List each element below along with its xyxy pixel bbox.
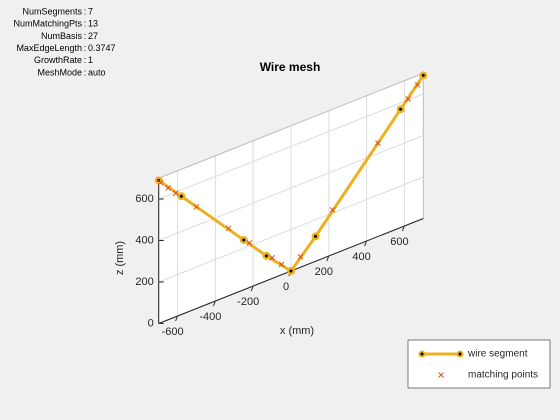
wire-vertex xyxy=(177,192,186,201)
info-value: 27 xyxy=(88,31,98,41)
x-tick-label: -200 xyxy=(237,296,259,308)
info-sep: : xyxy=(84,19,87,29)
vertex-dot xyxy=(399,107,403,111)
grid-line xyxy=(158,176,424,283)
grid-line xyxy=(158,135,424,241)
vertex-dot xyxy=(242,238,246,242)
wire-line xyxy=(157,74,425,274)
matching-point xyxy=(405,96,412,102)
z-tick-label: 400 xyxy=(135,234,153,246)
wire-vertex xyxy=(419,71,428,80)
x-tick-label: -400 xyxy=(199,311,221,323)
x-tick xyxy=(364,240,368,247)
legend-swatch xyxy=(438,372,444,378)
x-tick-label: 0 xyxy=(283,281,289,293)
x-tick xyxy=(175,315,179,322)
z-tick-label: 600 xyxy=(135,193,153,205)
x-tick-label: -600 xyxy=(162,326,184,338)
chart-title: Wire mesh xyxy=(260,60,321,74)
x-tick xyxy=(326,255,330,262)
z-axis-label: z (mm) xyxy=(114,241,126,275)
z-tick-label: 200 xyxy=(135,276,153,288)
grid-line xyxy=(158,93,424,200)
vertex-dot xyxy=(314,234,318,238)
info-sep: : xyxy=(84,31,87,41)
matching-point xyxy=(172,190,179,197)
x-tick-label: 600 xyxy=(390,236,408,248)
x-tick-label: 200 xyxy=(315,266,333,278)
x-tick-label: 400 xyxy=(352,251,370,263)
legend-marker-dot xyxy=(420,352,424,356)
wire-vertex xyxy=(287,267,295,275)
info-label: NumMatchingPts xyxy=(13,19,82,29)
wire-vertex xyxy=(262,251,271,260)
matching-point xyxy=(246,240,253,246)
vertex-dot xyxy=(289,269,293,273)
wire-vertex xyxy=(311,232,320,241)
info-value: 7 xyxy=(88,6,93,16)
matching-point xyxy=(329,207,336,213)
info-label: NumBasis xyxy=(41,31,83,41)
matching-point xyxy=(278,261,285,268)
wire-vertex xyxy=(396,105,405,114)
info-value: 13 xyxy=(88,19,98,29)
info-sep: : xyxy=(84,6,87,16)
matching-point xyxy=(165,185,172,191)
x-tick xyxy=(250,285,254,292)
info-value: 0.3747 xyxy=(88,43,116,53)
info-value: 1 xyxy=(88,55,93,65)
legend-label: wire segment xyxy=(467,349,528,360)
legend-marker-dot xyxy=(458,352,462,356)
matching-point xyxy=(269,254,275,261)
matching-point xyxy=(375,140,381,146)
info-value: auto xyxy=(88,67,106,77)
vertex-dot xyxy=(179,194,183,198)
z-tick-label: 0 xyxy=(148,317,154,329)
matching-point xyxy=(414,81,421,88)
info-label: NumSegments xyxy=(22,6,82,16)
matching-point xyxy=(157,179,164,186)
matching-point xyxy=(297,254,304,260)
info-sep: : xyxy=(84,55,87,65)
x-tick xyxy=(401,225,405,232)
info-sep: : xyxy=(84,43,87,53)
vertex-dot xyxy=(421,73,425,77)
matching-point xyxy=(193,203,200,210)
legend-label: matching points xyxy=(468,370,538,381)
info-label: MaxEdgeLength xyxy=(16,43,82,53)
legend-box xyxy=(407,339,551,389)
info-label: GrowthRate xyxy=(34,55,82,65)
x-tick xyxy=(212,300,216,307)
vertex-dot xyxy=(264,254,268,258)
wire-vertex xyxy=(239,235,248,244)
x-axis-label: x (mm) xyxy=(280,325,314,337)
info-sep: : xyxy=(84,67,87,77)
info-label: MeshMode xyxy=(37,67,82,77)
matching-point xyxy=(225,225,232,232)
